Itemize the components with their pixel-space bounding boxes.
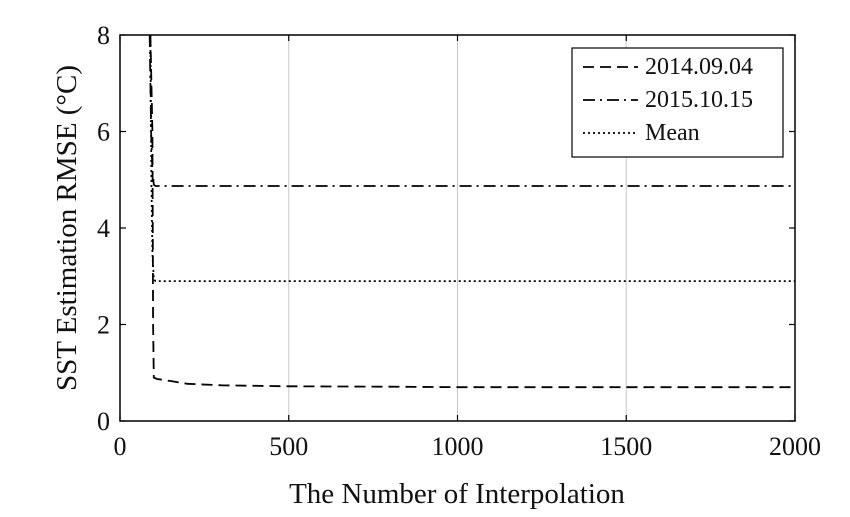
series-layer [148, 34, 795, 389]
legend-label: 2014.09.04 [645, 54, 753, 80]
y-tick-label: 2 [97, 311, 110, 340]
tick-marks [119, 34, 796, 422]
series-line-Mean [149, 34, 795, 283]
y-tick-label: 4 [97, 214, 110, 243]
y-axis-label: SST Estimation RMSE (°C) [51, 65, 83, 391]
x-tick-label: 1500 [600, 432, 652, 461]
tick-labels: 0 500 1000 1500 2000 0 2 4 6 8 [97, 21, 821, 461]
x-tick-label: 500 [269, 432, 308, 461]
legend: 2014.09.04 2015.10.15 Mean [571, 47, 784, 158]
x-tick-label: 0 [114, 432, 127, 461]
y-tick-label: 8 [97, 21, 110, 50]
y-tick-label: 6 [97, 118, 110, 147]
legend-label: Mean [645, 120, 700, 146]
x-tick-label: 1000 [432, 432, 484, 461]
x-tick-label: 2000 [769, 432, 821, 461]
series-line-2015.10.15 [148, 34, 795, 187]
series-line-2014.09.04 [149, 34, 795, 389]
x-axis-label: The Number of Interpolation [289, 478, 625, 510]
legend-label: 2015.10.15 [645, 87, 753, 113]
y-tick-label: 0 [97, 407, 110, 436]
